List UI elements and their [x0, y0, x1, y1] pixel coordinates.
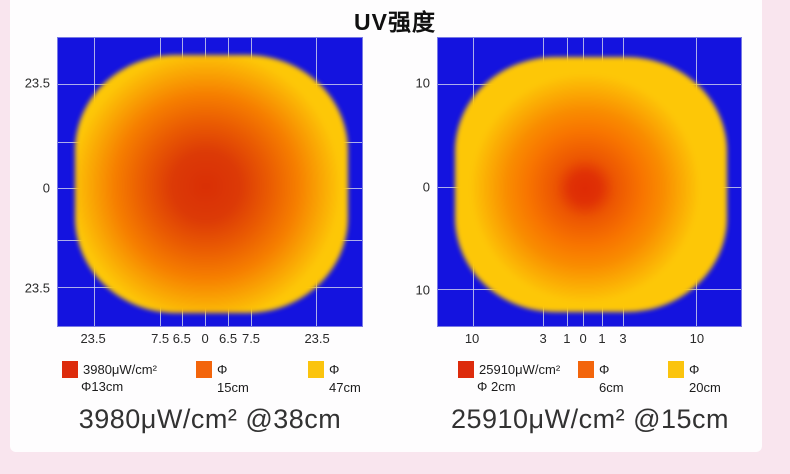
legend-label: Φ 47cm — [329, 362, 361, 395]
legend-item-yellow: Φ 20cm — [668, 361, 721, 397]
uv-zone-yellow-left — [75, 55, 348, 313]
legend-item-orange: Φ 6cm — [578, 361, 624, 397]
legend-sublabel: Φ13cm — [81, 379, 124, 394]
caption-left: 3980μW/cm² @38cm — [78, 404, 342, 434]
red-swatch-icon — [62, 361, 78, 378]
uv-intensity-plot-left — [57, 37, 363, 327]
x-tick: 1 — [598, 331, 606, 346]
legend-item-yellow: Φ 47cm — [308, 361, 361, 397]
y-tick: 23.5 — [24, 75, 50, 91]
x-axis-left: 23.5 7.5 6.5 0 6.5 7.5 23.5 — [57, 331, 363, 347]
page-title: UV强度 — [354, 9, 436, 35]
uv-intensity-plot-right — [437, 37, 742, 327]
x-tick: 3 — [619, 331, 627, 346]
x-tick: 3 — [539, 331, 547, 346]
x-tick: 23.5 — [80, 331, 106, 346]
orange-swatch-icon — [578, 361, 594, 378]
y-tick: 10 — [415, 75, 430, 91]
y-tick: 0 — [422, 179, 430, 195]
yellow-swatch-icon — [308, 361, 324, 378]
yellow-swatch-icon — [668, 361, 684, 378]
orange-swatch-icon — [196, 361, 212, 378]
uv-zone-hotspot-right — [455, 57, 727, 312]
legend-sublabel: Φ 2cm — [477, 379, 516, 394]
x-tick: 0 — [579, 331, 587, 346]
x-tick: 23.5 — [304, 331, 330, 346]
legend-label: Φ 6cm — [599, 362, 624, 395]
legend-label: Φ 20cm — [689, 362, 721, 395]
legend-item-red: 3980μW/cm² Φ13cm — [62, 361, 157, 395]
y-tick: 10 — [415, 282, 430, 298]
y-axis-left: 23.5 0 23.5 — [6, 37, 50, 327]
red-swatch-icon — [458, 361, 474, 378]
legend-label: 3980μW/cm² — [83, 362, 157, 377]
x-tick: 6.5 — [172, 331, 191, 346]
legend-label: Φ 15cm — [217, 362, 249, 395]
x-tick: 1 — [563, 331, 571, 346]
uv-zone-hotspot-left — [75, 55, 348, 313]
x-tick: 6.5 — [219, 331, 238, 346]
x-tick: 10 — [464, 331, 480, 346]
x-tick: 7.5 — [241, 331, 261, 346]
legend-label: 25910μW/cm² — [479, 362, 561, 377]
legend-item-red: 25910μW/cm² Φ 2cm — [458, 361, 560, 395]
x-tick: 0 — [201, 331, 209, 346]
x-axis-right: 10 3 1 0 1 3 10 — [437, 331, 742, 347]
caption-right: 25910μW/cm² @15cm — [450, 404, 730, 434]
x-tick: 7.5 — [151, 331, 170, 346]
y-tick: 23.5 — [24, 280, 50, 296]
y-tick: 0 — [42, 180, 50, 196]
y-axis-right: 10 0 10 — [386, 37, 430, 327]
legend-item-orange: Φ 15cm — [196, 361, 249, 397]
x-tick: 10 — [689, 331, 705, 346]
uv-zone-yellow-right — [455, 57, 727, 312]
